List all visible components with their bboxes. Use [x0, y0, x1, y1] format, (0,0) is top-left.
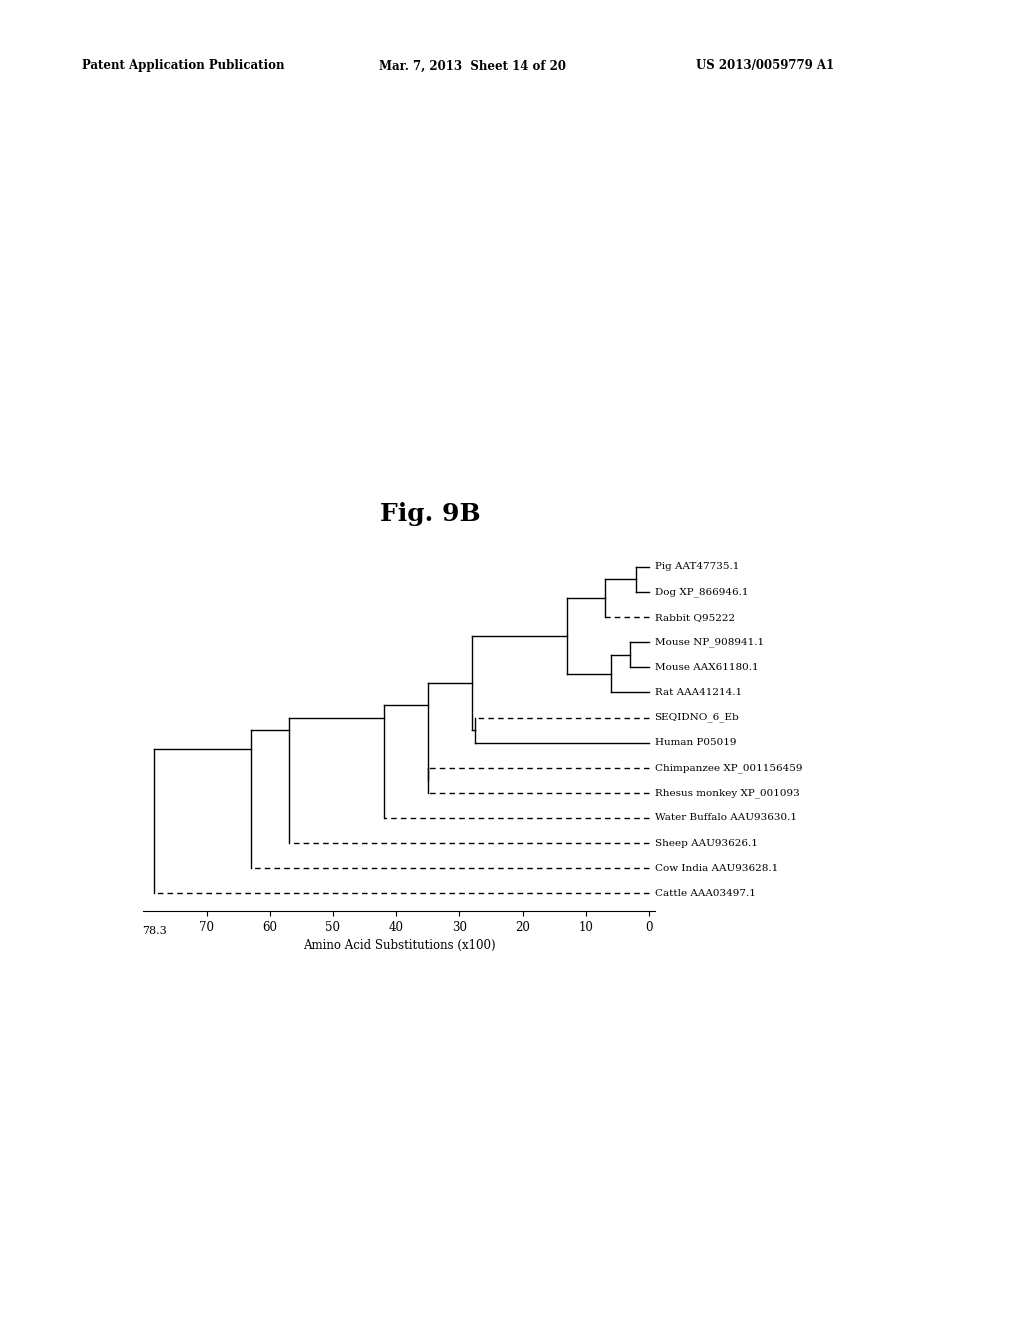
Text: Water Buffalo AAU93630.1: Water Buffalo AAU93630.1: [654, 813, 797, 822]
Text: Pig AAT47735.1: Pig AAT47735.1: [654, 562, 739, 572]
Text: Sheep AAU93626.1: Sheep AAU93626.1: [654, 838, 758, 847]
Text: Dog XP_866946.1: Dog XP_866946.1: [654, 587, 749, 597]
Text: Mouse NP_908941.1: Mouse NP_908941.1: [654, 638, 764, 647]
Text: Mar. 7, 2013  Sheet 14 of 20: Mar. 7, 2013 Sheet 14 of 20: [379, 59, 566, 73]
Text: Mouse AAX61180.1: Mouse AAX61180.1: [654, 663, 758, 672]
Text: Rabbit Q95222: Rabbit Q95222: [654, 612, 734, 622]
Text: Cow India AAU93628.1: Cow India AAU93628.1: [654, 863, 778, 873]
Text: Rat AAA41214.1: Rat AAA41214.1: [654, 688, 741, 697]
Text: SEQIDNO_6_Eb: SEQIDNO_6_Eb: [654, 713, 739, 722]
Text: Fig. 9B: Fig. 9B: [380, 502, 480, 525]
Text: Human P05019: Human P05019: [654, 738, 736, 747]
Text: US 2013/0059779 A1: US 2013/0059779 A1: [696, 59, 835, 73]
Text: Cattle AAA03497.1: Cattle AAA03497.1: [654, 888, 756, 898]
Text: Rhesus monkey XP_001093: Rhesus monkey XP_001093: [654, 788, 800, 797]
Text: Patent Application Publication: Patent Application Publication: [82, 59, 285, 73]
X-axis label: Amino Acid Substitutions (x100): Amino Acid Substitutions (x100): [303, 939, 496, 952]
Text: Chimpanzee XP_001156459: Chimpanzee XP_001156459: [654, 763, 802, 772]
Text: 78.3: 78.3: [141, 925, 167, 936]
